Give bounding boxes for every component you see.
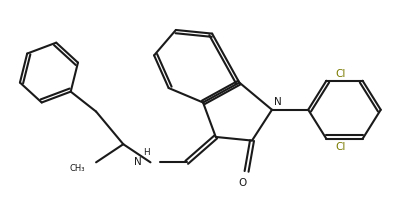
Text: H: H xyxy=(143,147,150,156)
Text: CH₃: CH₃ xyxy=(70,164,85,172)
Text: Cl: Cl xyxy=(336,69,346,79)
Text: Cl: Cl xyxy=(336,141,346,151)
Text: N: N xyxy=(134,156,142,166)
Text: O: O xyxy=(239,177,247,187)
Text: N: N xyxy=(274,96,281,106)
